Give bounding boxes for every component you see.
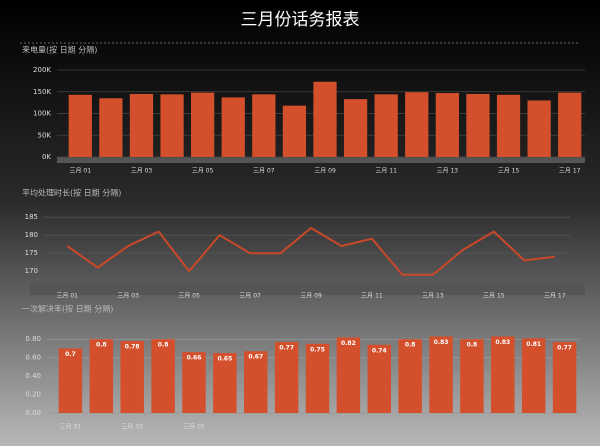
data-label: 0.75 <box>310 346 325 353</box>
data-label: 0.82 <box>341 340 356 347</box>
bar <box>120 341 144 413</box>
x-tick-label: 三月 05 <box>183 424 205 431</box>
bar <box>99 98 123 157</box>
bar <box>435 93 459 157</box>
x-tick-label: 三月 07 <box>253 168 275 175</box>
data-label: 0.74 <box>372 347 387 354</box>
y-tick-label: 0.40 <box>25 372 41 380</box>
data-label: 0.8 <box>405 342 416 349</box>
x-tick-label: 三月 07 <box>239 293 261 300</box>
scrollbar[interactable] <box>30 283 585 295</box>
x-tick-label: 三月 13 <box>437 168 459 175</box>
y-tick-label: 100K <box>33 110 51 118</box>
y-tick-label: 185 <box>25 213 38 221</box>
x-tick-label: 三月 03 <box>131 168 153 175</box>
page-title: 三月份话务报表 <box>241 10 360 30</box>
x-tick-label: 三月 01 <box>70 168 92 175</box>
bar <box>151 339 175 413</box>
y-tick-label: 170 <box>25 267 38 275</box>
bar <box>521 338 546 413</box>
bar <box>252 94 276 157</box>
x-tick-label: 三月 17 <box>559 168 581 175</box>
bar <box>221 97 245 157</box>
x-tick-label: 三月 15 <box>483 293 505 300</box>
bar <box>182 352 206 413</box>
bar <box>429 336 453 413</box>
x-tick-label: 三月 01 <box>56 293 78 300</box>
bar <box>305 343 330 413</box>
bar <box>244 351 268 413</box>
bar <box>213 353 237 413</box>
scrollbar[interactable] <box>57 157 585 163</box>
data-label: 0.83 <box>495 339 510 346</box>
bar <box>58 348 83 413</box>
bar <box>129 93 154 157</box>
x-tick-label: 三月 09 <box>300 293 322 300</box>
data-label: 0.81 <box>526 341 541 348</box>
y-tick-label: 150K <box>33 88 51 96</box>
bar <box>160 94 184 157</box>
data-label: 0.65 <box>217 356 232 363</box>
data-label: 0.8 <box>158 342 169 349</box>
data-label: 0.78 <box>125 344 140 351</box>
y-tick-label: 50K <box>38 131 52 139</box>
bar <box>282 105 307 157</box>
data-label: 0.67 <box>248 354 263 361</box>
data-label: 0.77 <box>557 344 572 351</box>
bar <box>191 92 215 157</box>
bar <box>527 100 551 157</box>
bar <box>466 93 490 157</box>
data-label: 0.8 <box>467 342 478 349</box>
y-tick-label: 0.60 <box>25 354 41 362</box>
x-tick-label: 三月 15 <box>498 168 520 175</box>
y-tick-label: 0.00 <box>25 409 41 417</box>
bar <box>343 99 368 157</box>
bar <box>460 339 484 413</box>
line <box>66 226 555 276</box>
data-label: 0.7 <box>65 351 76 358</box>
bar <box>313 81 337 157</box>
data-label: 0.66 <box>187 355 202 362</box>
bar <box>405 92 429 157</box>
data-label: 0.77 <box>279 344 294 351</box>
x-tick-label: 三月 01 <box>60 424 82 431</box>
chart-title: 一次解决率(按 日期 分隔) <box>22 304 113 314</box>
data-label: 0.83 <box>434 339 449 346</box>
bar <box>552 341 577 413</box>
x-tick-label: 三月 05 <box>192 168 214 175</box>
bar <box>68 94 92 157</box>
x-tick-label: 三月 13 <box>422 293 444 300</box>
bar <box>336 337 361 413</box>
bar <box>274 341 299 413</box>
y-tick-label: 200K <box>33 66 51 74</box>
chart-title: 来电量(按 日期 分隔) <box>22 45 97 55</box>
x-tick-label: 三月 11 <box>375 168 397 175</box>
bar <box>367 344 391 413</box>
x-tick-label: 三月 17 <box>544 293 566 300</box>
data-label: 0.8 <box>96 342 107 349</box>
x-tick-label: 三月 05 <box>178 293 200 300</box>
chart-title: 平均处理时长(按 日期 分隔) <box>22 188 121 198</box>
y-tick-label: 0K <box>42 153 51 161</box>
x-tick-label: 三月 03 <box>117 293 139 300</box>
x-tick-label: 三月 09 <box>314 168 336 175</box>
x-tick-label: 三月 11 <box>361 293 383 300</box>
bar <box>558 92 582 157</box>
x-tick-label: 三月 03 <box>121 424 143 431</box>
y-tick-label: 0.20 <box>25 391 41 399</box>
y-tick-label: 180 <box>25 231 38 239</box>
bar <box>374 94 398 157</box>
bar <box>398 339 422 413</box>
bar <box>491 336 515 413</box>
y-tick-label: 0.80 <box>25 335 41 343</box>
bar <box>496 94 521 157</box>
bar <box>89 339 114 413</box>
y-tick-label: 175 <box>25 249 38 257</box>
